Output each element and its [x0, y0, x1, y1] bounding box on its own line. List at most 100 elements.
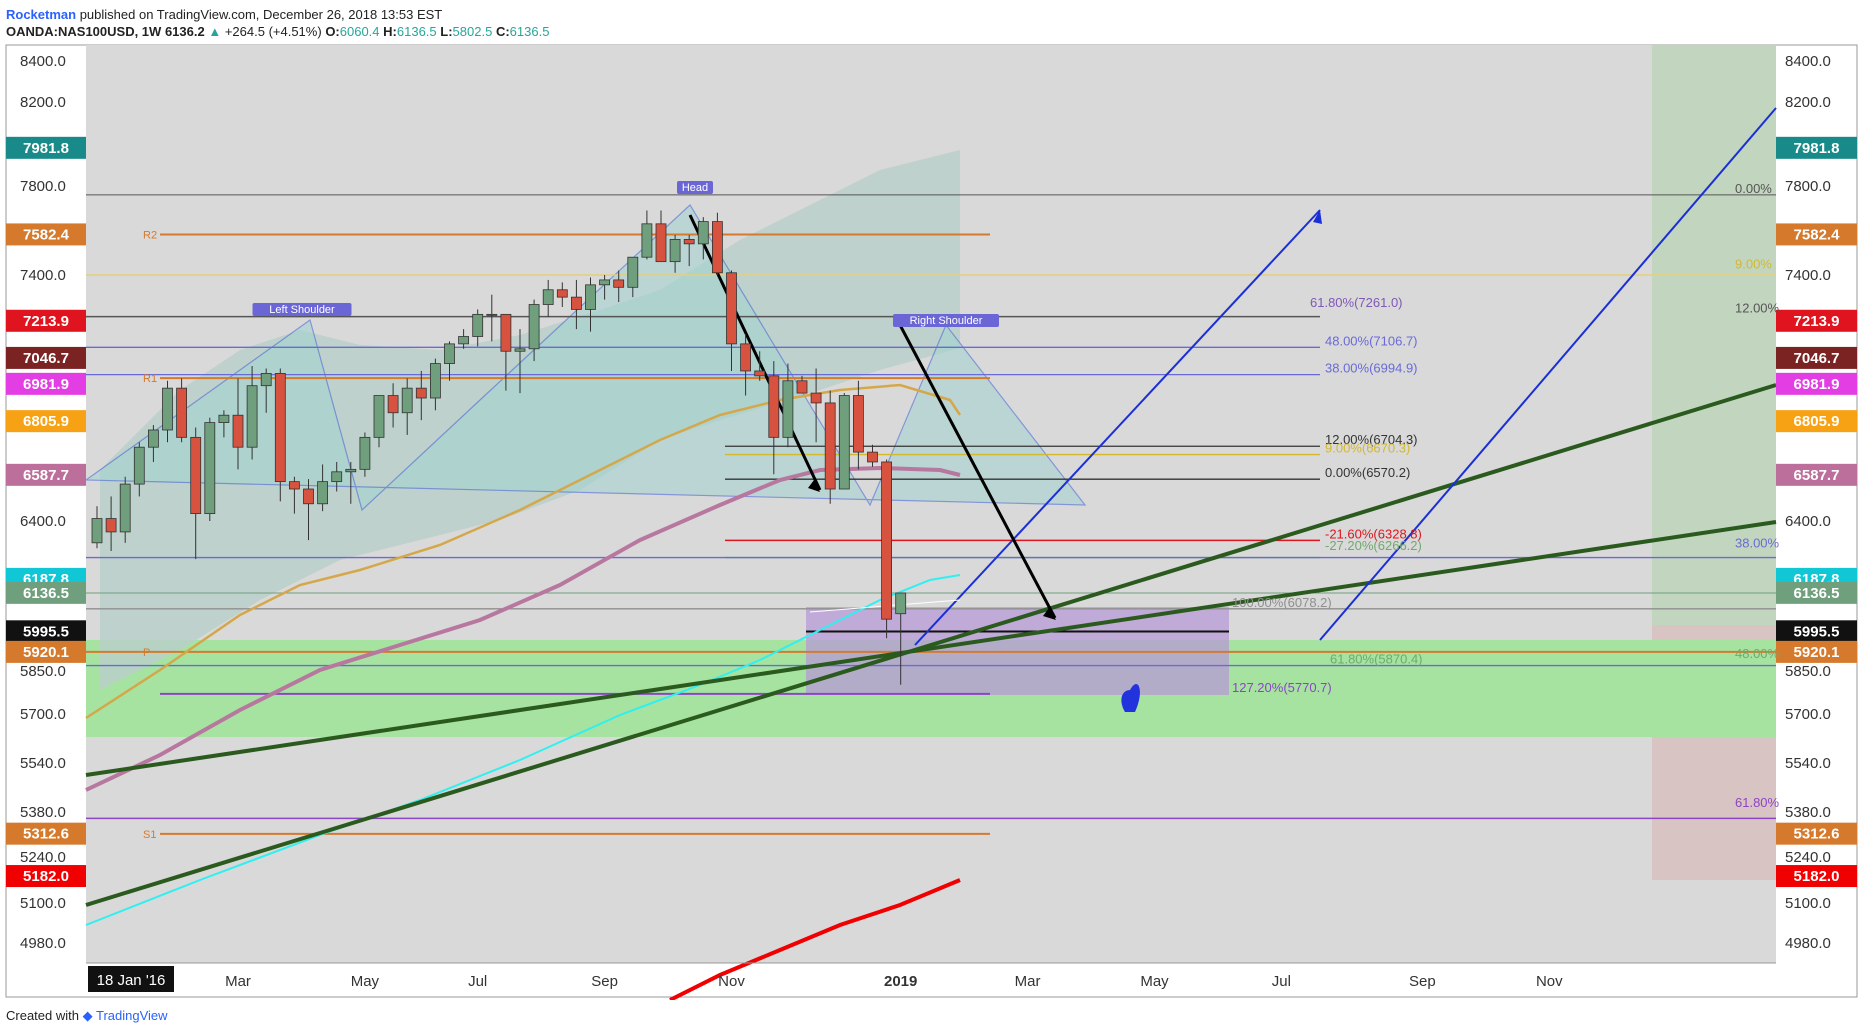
candle-body[interactable]	[176, 387, 188, 438]
candle-body[interactable]	[740, 343, 751, 372]
candle-body[interactable]	[514, 348, 526, 352]
candle-body[interactable]	[91, 518, 103, 544]
candle-body[interactable]	[867, 451, 878, 463]
fib-label: 100.00%(6078.2)	[1232, 595, 1332, 610]
candle-body[interactable]	[641, 223, 653, 258]
candle-body[interactable]	[768, 375, 780, 438]
candle-body[interactable]	[246, 385, 258, 448]
candle-body[interactable]	[655, 223, 667, 263]
arrow-head-icon	[1313, 210, 1322, 224]
candle-body[interactable]	[627, 256, 639, 288]
candle-body[interactable]	[472, 313, 484, 337]
candle-body[interactable]	[373, 395, 385, 438]
candle-body[interactable]	[599, 279, 610, 286]
candle-body[interactable]	[585, 284, 596, 310]
trend-line	[85, 465, 961, 792]
candle-body[interactable]	[542, 289, 554, 305]
candle-body[interactable]	[571, 296, 582, 310]
price-label-badge	[6, 620, 86, 643]
tradingview-link[interactable]: TradingView	[96, 1008, 168, 1023]
candles[interactable]	[91, 210, 907, 685]
head-shoulders-pattern	[84, 204, 1087, 512]
candle-body[interactable]	[486, 313, 498, 316]
candle-body[interactable]	[415, 387, 427, 399]
candle-body[interactable]	[345, 468, 357, 473]
price-label-badge	[1776, 346, 1857, 369]
x-tick-label: Sep	[1409, 973, 1436, 990]
price-label-badge	[1776, 865, 1857, 888]
price-change: +264.5 (+4.51%)	[224, 24, 322, 39]
candle-body[interactable]	[105, 518, 117, 533]
candle-body[interactable]	[218, 414, 230, 424]
x-axis[interactable]: Mar May Jul Sep Nov 2019 Mar May Jul Sep Nov 18 Jan…	[86, 962, 1776, 992]
x-tick-label: Mar	[225, 973, 251, 990]
candle-body[interactable]	[133, 446, 145, 485]
up-arrow-icon: ▲	[208, 24, 222, 39]
candle-body[interactable]	[881, 461, 892, 620]
candle-body[interactable]	[204, 422, 216, 515]
candle-body[interactable]	[683, 238, 695, 245]
pivot-label: R1	[143, 373, 157, 385]
price-label-badge	[1776, 410, 1857, 433]
price-label: 5312.6	[1794, 826, 1840, 843]
candle-body[interactable]	[613, 279, 625, 288]
candle-body[interactable]	[796, 380, 808, 394]
low-label: L:	[440, 24, 453, 39]
candle-body[interactable]	[429, 363, 441, 399]
y-axis[interactable]: 8400.0 8400.0 8200.0 8200.0 7800.0 7800.0 7400…	[20, 53, 1831, 952]
candle-body[interactable]	[895, 592, 907, 615]
candle-body[interactable]	[274, 372, 286, 483]
candle-body[interactable]	[232, 414, 244, 448]
candle-body[interactable]	[697, 221, 709, 245]
y-tick-label-right: 8200.0	[1785, 94, 1831, 111]
price-label-badge	[6, 865, 86, 888]
candle-body[interactable]	[303, 488, 314, 505]
price-label-badge	[1776, 620, 1857, 643]
candle-body[interactable]	[853, 395, 864, 453]
candle-body[interactable]	[528, 304, 540, 350]
pattern-label: Left Shoulder	[269, 304, 335, 316]
annotations: Head Left Shoulder Right Shoulder R2 R1 P S1	[143, 181, 999, 841]
low-value: 5802.5	[452, 24, 493, 39]
trend-lines	[85, 107, 1777, 1000]
candle-body[interactable]	[331, 471, 343, 483]
candle-body[interactable]	[317, 481, 329, 505]
price-chart[interactable]: 8400.0 8400.0 8200.0 8200.0 7800.0 7800.0 7400…	[0, 0, 1861, 1000]
price-label: 5995.5	[23, 623, 69, 640]
candle-body[interactable]	[190, 436, 202, 515]
price-label-badge	[6, 640, 86, 663]
candle-body[interactable]	[260, 372, 272, 387]
pivot-label: P	[143, 647, 150, 659]
created-with: Created with	[6, 1008, 79, 1023]
author-name[interactable]: Rocketman	[6, 7, 77, 22]
price-label-badge	[6, 223, 86, 246]
price-label: 6805.9	[23, 413, 69, 430]
candle-body[interactable]	[359, 436, 371, 470]
candle-body[interactable]	[147, 429, 159, 448]
candle-body[interactable]	[810, 392, 822, 404]
candle-body[interactable]	[669, 238, 681, 263]
fib-label: 38.00%	[1735, 535, 1780, 550]
candle-body[interactable]	[444, 343, 455, 364]
candle-body[interactable]	[556, 289, 568, 298]
close-label: C:	[495, 24, 510, 39]
candle-body[interactable]	[162, 387, 173, 431]
price-label-badge	[6, 346, 86, 369]
candle-body[interactable]	[782, 380, 794, 438]
x-tick-label: Jul	[468, 973, 487, 990]
trend-line	[85, 520, 1777, 777]
candle-body[interactable]	[824, 402, 836, 490]
candle-body[interactable]	[288, 481, 300, 490]
candle-body[interactable]	[838, 395, 850, 490]
price-label-badge	[1776, 136, 1857, 159]
candle-body[interactable]	[500, 313, 512, 352]
candle-body[interactable]	[712, 221, 723, 274]
candle-body[interactable]	[726, 272, 737, 345]
x-tick-label: Mar	[1015, 973, 1041, 990]
price-label: 7981.8	[1794, 140, 1840, 157]
candle-body[interactable]	[458, 336, 470, 345]
candle-body[interactable]	[387, 395, 399, 414]
candle-body[interactable]	[401, 387, 413, 414]
candle-body[interactable]	[754, 370, 766, 377]
candle-body[interactable]	[119, 483, 131, 533]
